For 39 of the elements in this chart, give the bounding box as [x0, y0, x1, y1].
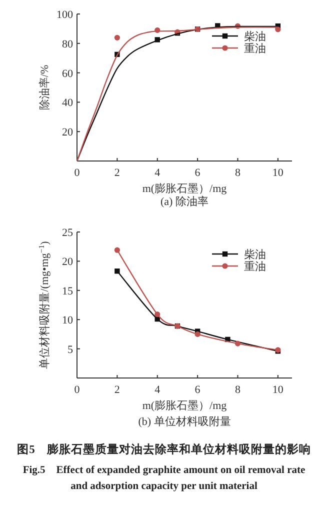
point: [114, 34, 120, 40]
legend-label: 柴油: [244, 30, 266, 43]
x-tick-label: 6: [194, 384, 201, 396]
x-tick-label: 8: [235, 167, 241, 179]
x-tick-label: 0: [74, 167, 80, 179]
point: [194, 331, 200, 337]
caption: 图5 膨胀石墨质量对油去除率和单位材料吸附量的影响: [17, 442, 311, 456]
y-tick-label: 20: [62, 256, 74, 268]
text: (b) 单位材料吸附量: [138, 415, 231, 428]
x-tick-label: 4: [154, 384, 161, 396]
y-axis-title: 除油率/%: [38, 64, 51, 110]
x-tick-label: 6: [194, 167, 201, 179]
x-tick-label: 8: [235, 384, 241, 396]
x-tick-label: 4: [154, 167, 161, 179]
y-tick-label: 20: [62, 126, 74, 139]
y-tick-label: 5: [68, 344, 74, 356]
y-tick-label: 100: [56, 9, 74, 21]
caption: Fig.5 Effect of expanded graphite amount on oil removal rate and adsorption capacity per unit material: [22, 465, 306, 492]
x-axis-title: m(膨胀石墨）/mg: [142, 182, 228, 195]
x-tick-label: 2: [114, 384, 120, 396]
y-tick-label: 25: [62, 227, 74, 239]
x-axis-title: m(膨胀石墨）/mg: [142, 399, 228, 412]
point: [234, 340, 241, 346]
point: [114, 247, 120, 253]
x-tick-label: 0: [74, 384, 80, 396]
y-tick-label: 80: [62, 38, 74, 50]
y-tick-label: 40: [62, 97, 74, 110]
x-tick-label: 2: [114, 167, 120, 179]
x-tick-label: 10: [272, 384, 284, 396]
point: [154, 312, 160, 318]
text: (a) 除油率: [160, 195, 208, 208]
x-tick-label: 10: [272, 167, 284, 179]
y-tick-label: 10: [62, 314, 74, 327]
y-tick-label: 60: [62, 68, 74, 80]
point: [114, 268, 120, 274]
legend-label: 柴油: [244, 248, 266, 261]
y-tick-label: 15: [62, 285, 74, 298]
legend-label: 重油: [244, 260, 266, 273]
legend-label: 重油: [244, 42, 266, 55]
